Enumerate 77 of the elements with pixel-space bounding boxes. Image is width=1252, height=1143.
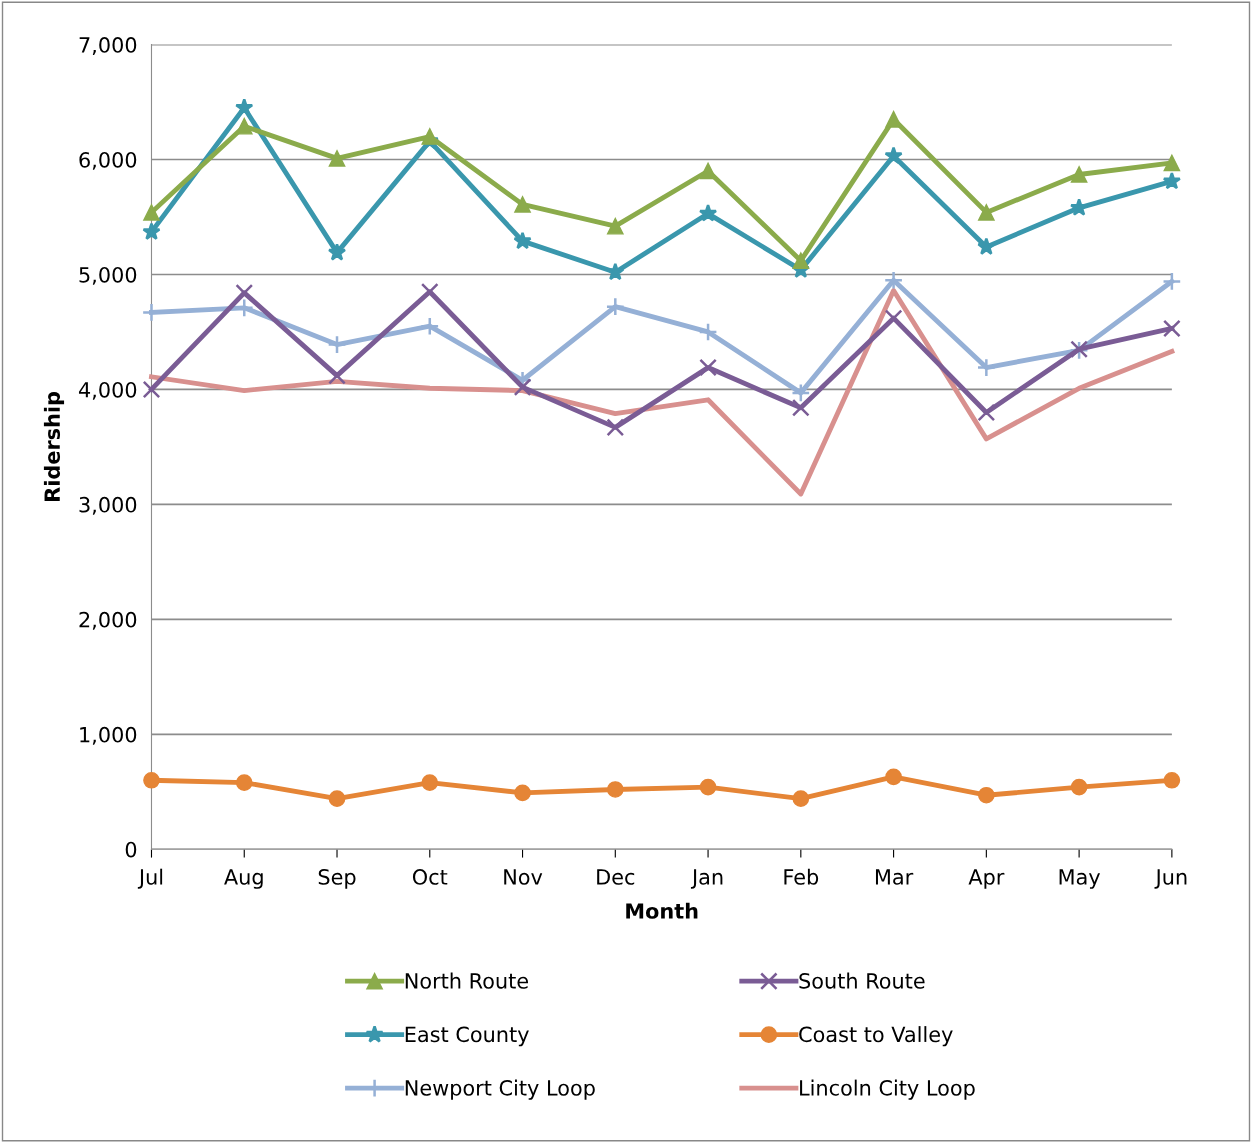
- point: [792, 252, 810, 270]
- point: [606, 262, 625, 281]
- x-tick-label: May: [1059, 869, 1101, 889]
- point: [421, 774, 439, 791]
- x-axis-title: Month: [626, 902, 698, 919]
- y-tick-label: 2,000: [79, 611, 137, 630]
- point: [978, 786, 995, 804]
- legend-label: Newport City Loop: [405, 1079, 595, 1100]
- point: [885, 768, 902, 786]
- point: [978, 204, 995, 221]
- point: [699, 358, 717, 377]
- point: [235, 774, 253, 791]
- x-tick-label: Apr: [968, 869, 1005, 889]
- point: [1162, 171, 1182, 190]
- x-tick-label: Nov: [504, 869, 543, 885]
- point: [698, 203, 718, 222]
- point: [514, 784, 531, 802]
- point: [143, 771, 160, 789]
- point: [885, 110, 902, 128]
- point: [328, 790, 346, 808]
- y-axis-title: Ridership: [43, 391, 65, 501]
- x-tick-label: Jan: [690, 869, 723, 889]
- point: [420, 316, 440, 336]
- x-tick-label: Mar: [875, 869, 914, 885]
- point: [605, 297, 625, 317]
- point: [235, 283, 254, 302]
- legend-label: North Route: [405, 972, 529, 989]
- point: [606, 217, 624, 235]
- y-tick-label: 6,000: [79, 151, 137, 170]
- y-tick-label: 3,000: [79, 496, 137, 515]
- y-tick-label: 4,000: [78, 381, 137, 400]
- point: [1070, 778, 1088, 796]
- x-tick-label: Aug: [224, 869, 263, 889]
- y-tick-label: 1,000: [80, 726, 137, 745]
- point: [513, 378, 532, 397]
- legend-label: South Route: [799, 972, 925, 989]
- y-tick-label: 7,000: [79, 37, 137, 55]
- point: [327, 243, 347, 261]
- point: [142, 380, 161, 399]
- legend-label: Lincoln City Loop: [800, 1079, 975, 1100]
- point: [1162, 271, 1182, 291]
- point: [698, 322, 718, 342]
- point: [792, 790, 810, 808]
- line-series: [149, 288, 1175, 497]
- y-tick-label: 5,000: [79, 266, 137, 285]
- point: [977, 403, 996, 422]
- point: [143, 204, 160, 221]
- x-tick-label: Oct: [412, 869, 448, 885]
- point: [1162, 319, 1181, 338]
- point: [513, 231, 532, 250]
- point: [884, 146, 903, 165]
- point: [606, 418, 625, 437]
- point: [514, 196, 531, 213]
- point: [977, 237, 996, 255]
- point: [421, 128, 439, 145]
- point: [791, 383, 811, 403]
- point: [1070, 166, 1088, 183]
- x-tick-label: Dec: [597, 869, 635, 885]
- point: [884, 270, 904, 290]
- point: [1163, 771, 1181, 789]
- point: [1069, 198, 1089, 216]
- x-tick-label: Jul: [137, 868, 163, 889]
- point: [976, 358, 996, 378]
- point: [606, 781, 624, 798]
- x-tick-label: Sep: [318, 869, 356, 889]
- x-tick-label: Feb: [784, 868, 819, 885]
- point: [328, 150, 346, 167]
- point: [1163, 154, 1181, 172]
- point: [235, 98, 254, 116]
- point: [791, 398, 810, 417]
- y-tick-label: 0: [125, 841, 137, 858]
- legend-label: East County: [405, 1026, 529, 1047]
- legend-label: Coast to Valley: [799, 1026, 953, 1047]
- point: [142, 222, 161, 240]
- point: [327, 335, 347, 355]
- point: [699, 778, 717, 796]
- x-tick-label: Jun: [1154, 869, 1187, 889]
